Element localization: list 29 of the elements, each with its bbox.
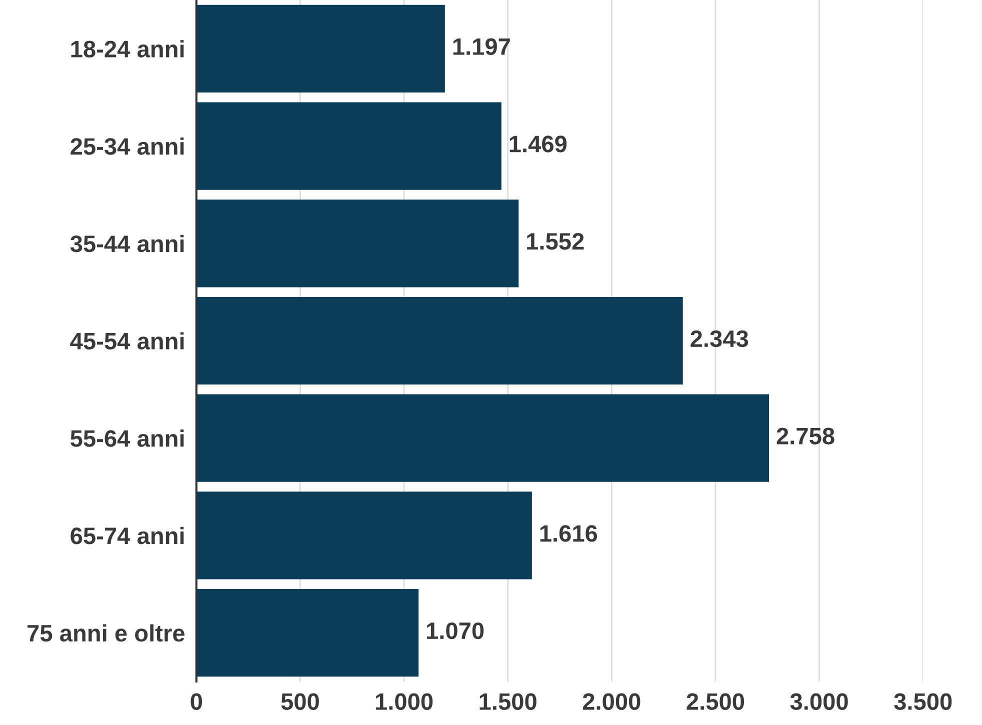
x-tick-label: 3.500 xyxy=(894,693,952,710)
x-tick-label: 500 xyxy=(281,693,319,710)
y-tick-label: 65-74 anni xyxy=(70,526,184,544)
bar xyxy=(196,296,683,385)
x-tick-label: 1.000 xyxy=(376,693,433,710)
data-label: 1.070 xyxy=(426,622,484,640)
bar xyxy=(196,492,532,580)
x-tick-label: 1.500 xyxy=(480,693,536,710)
x-tick-label: 2.000 xyxy=(582,693,640,710)
y-tick-label: 25-34 anni xyxy=(70,137,184,155)
data-label: 1.616 xyxy=(540,525,598,542)
x-tick-label: 2.500 xyxy=(686,693,744,710)
y-tick-label: 45-54 anni xyxy=(70,332,184,350)
data-label: 1.197 xyxy=(453,38,510,56)
bar xyxy=(196,589,419,677)
x-tick-label: 3.000 xyxy=(790,693,848,710)
bar xyxy=(196,394,770,482)
data-label: 1.469 xyxy=(510,136,567,152)
bar xyxy=(196,4,445,92)
x-tick-label: 0 xyxy=(190,693,202,710)
y-tick-label: 75 anni e oltre xyxy=(28,624,184,642)
y-tick-label: 18-24 anni xyxy=(71,40,184,58)
data-label: 1.552 xyxy=(527,233,584,250)
y-tick-label: 55-64 anni xyxy=(70,430,184,447)
data-label: 2.758 xyxy=(776,428,834,444)
bar xyxy=(196,200,519,288)
data-label: 2.343 xyxy=(690,330,748,348)
y-tick-label: 35-44 anni xyxy=(70,234,184,252)
bar xyxy=(196,102,502,190)
